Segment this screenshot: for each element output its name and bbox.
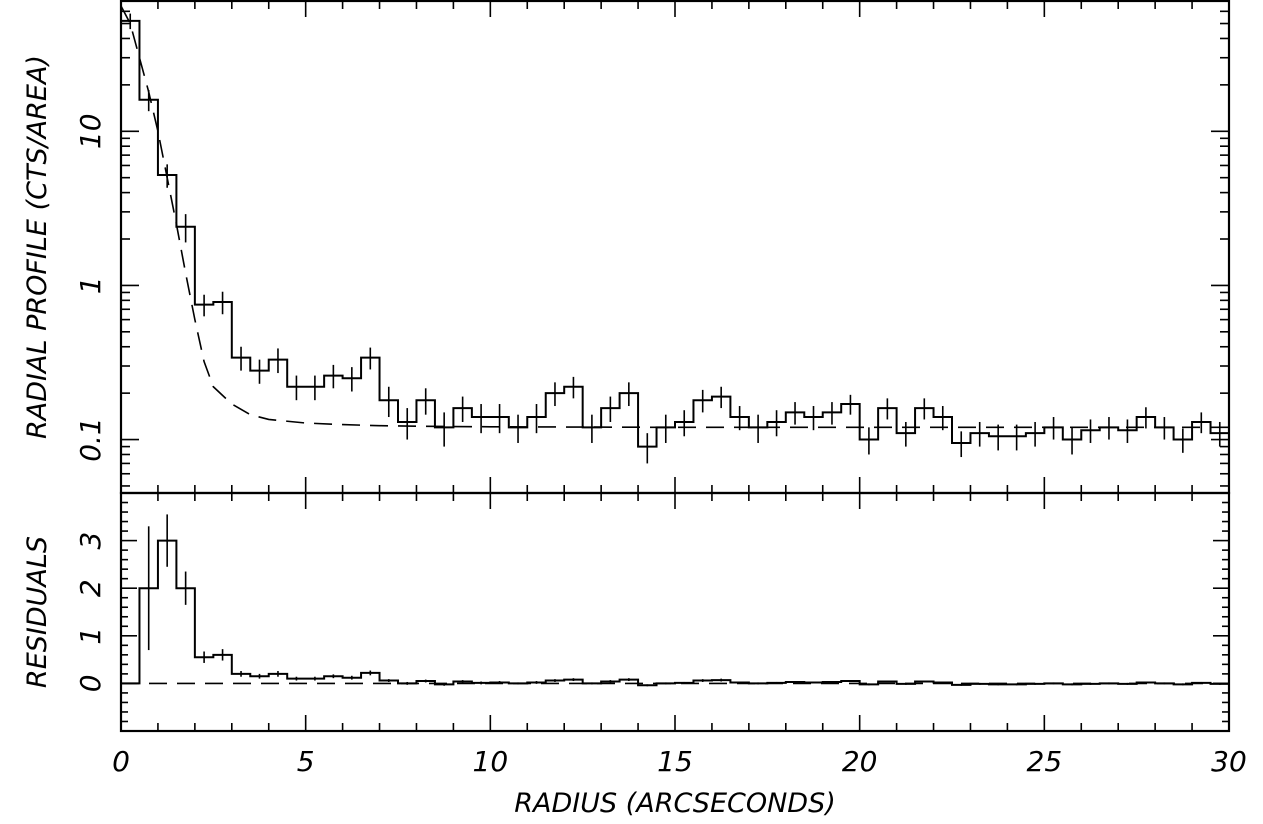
y-axis-title-profile: RADIAL PROFILE (CTS/AREA) <box>22 55 53 439</box>
y-tick-label: 1 <box>74 276 107 294</box>
y-tick-label: 3 <box>74 532 107 550</box>
x-tick-label: 0 <box>112 745 130 778</box>
x-tick-label: 30 <box>1211 745 1247 778</box>
residuals-histogram <box>121 539 1229 687</box>
residuals-error-bars <box>147 514 1221 687</box>
residuals-ticks <box>120 492 1230 732</box>
y-tick-label: 0 <box>74 674 107 692</box>
x-tick-label: 10 <box>473 745 509 778</box>
x-tick-label: 5 <box>297 745 315 778</box>
residuals-frame <box>119 491 1231 733</box>
y-tick-label: 10 <box>74 113 107 149</box>
model-curve <box>120 5 1229 429</box>
profile-y-tick-labels: 0.1 1 10 <box>74 113 107 461</box>
y-tick-label: 2 <box>74 579 107 597</box>
x-tick-label: 15 <box>657 745 693 778</box>
profile-frame <box>119 0 1231 495</box>
x-axis-title: RADIUS (ARCSECONDS) <box>514 788 836 819</box>
y-tick-label: 1 <box>74 627 107 645</box>
profile-panel: 0.1 1 10 <box>74 0 1231 495</box>
profile-error-bars <box>129 13 1221 464</box>
x-tick-label: 20 <box>842 745 878 778</box>
y-axis-title-residuals: RESIDUALS <box>22 536 53 688</box>
residuals-panel: 0 1 2 3 0 5 10 15 20 25 30 <box>74 491 1247 778</box>
profile-histogram <box>121 19 1229 448</box>
residuals-y-tick-labels: 0 1 2 3 <box>74 532 107 693</box>
y-tick-label: 0.1 <box>74 417 107 462</box>
profile-ticks <box>120 0 1230 493</box>
x-tick-label: 25 <box>1027 745 1063 778</box>
x-tick-labels: 0 5 10 15 20 25 30 <box>112 745 1247 778</box>
